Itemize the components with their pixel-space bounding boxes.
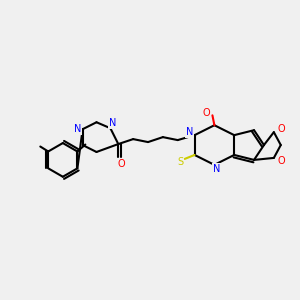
Text: O: O — [278, 124, 286, 134]
Text: S: S — [178, 157, 184, 167]
Text: N: N — [213, 164, 220, 174]
Text: N: N — [186, 127, 193, 137]
Text: N: N — [109, 118, 116, 128]
Text: N: N — [74, 124, 81, 134]
Text: O: O — [278, 156, 286, 166]
Text: O: O — [118, 159, 125, 169]
Text: O: O — [203, 108, 210, 118]
